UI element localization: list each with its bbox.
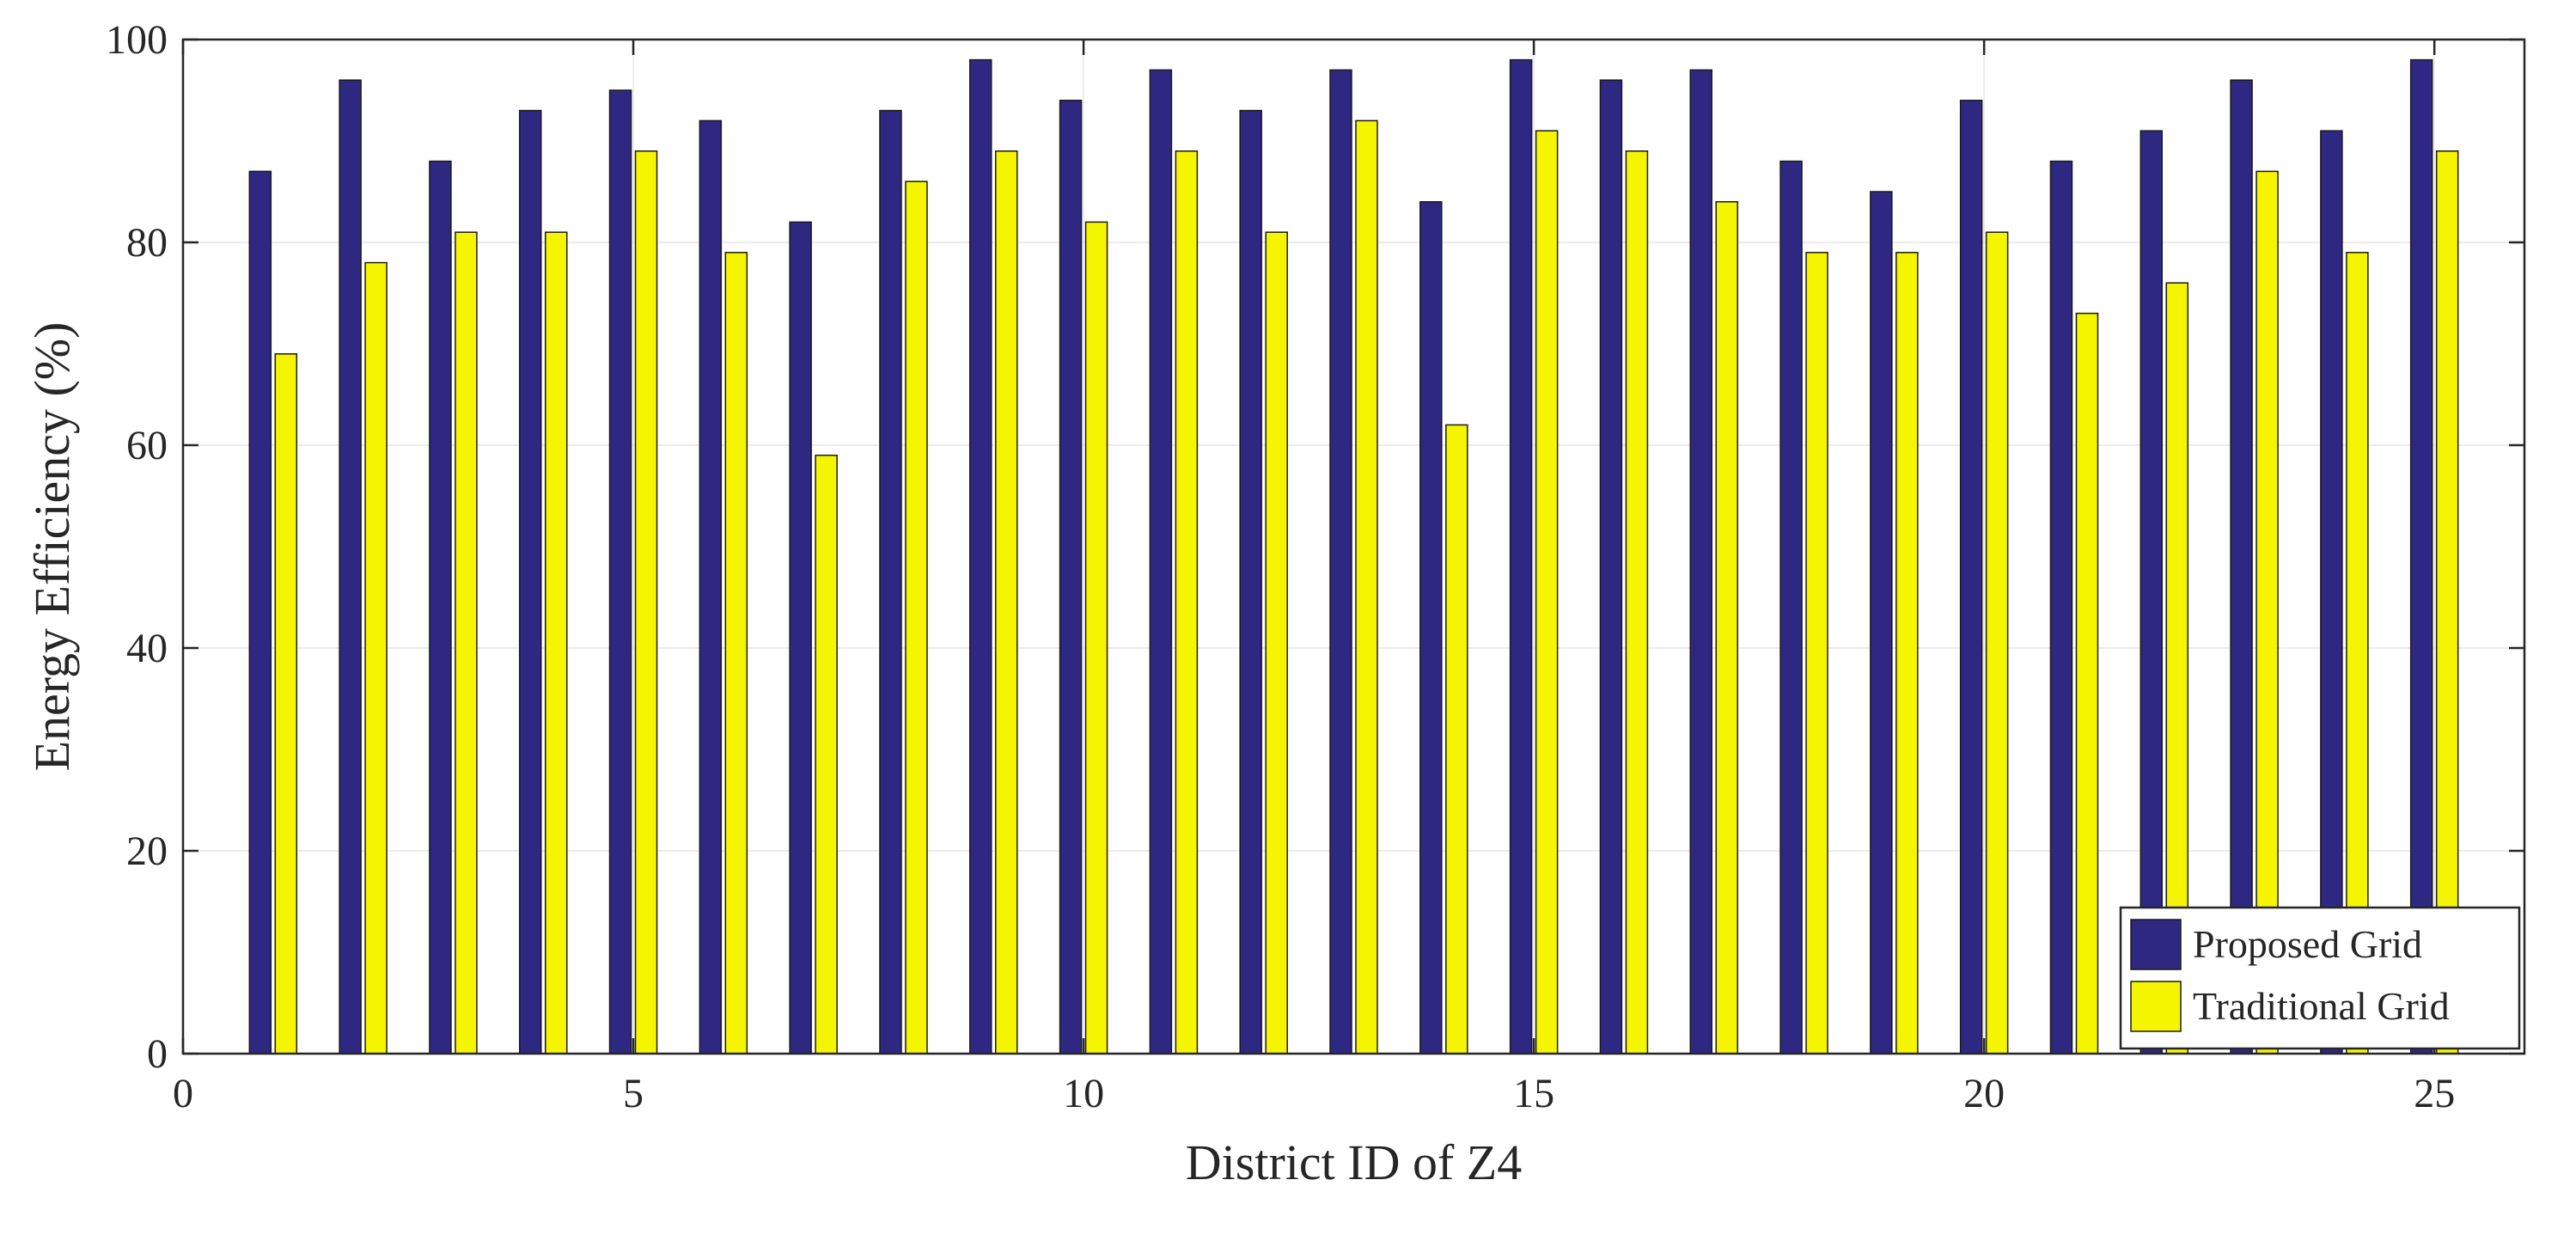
x-tick-label: 0 (173, 1071, 193, 1116)
legend-swatch (2130, 919, 2182, 970)
y-tick-label: 0 (147, 1031, 168, 1077)
proposed-grid-bar (339, 79, 362, 1055)
grid-lines (183, 40, 2524, 1054)
traditional-grid-bar (2435, 150, 2459, 1055)
proposed-grid-bar (248, 170, 272, 1055)
y-tick-label: 40 (126, 626, 168, 671)
proposed-grid-bar (969, 58, 992, 1055)
proposed-grid-bar (789, 221, 812, 1055)
traditional-grid-bar (455, 231, 478, 1055)
traditional-grid-bar (1715, 201, 1738, 1055)
traditional-grid-bar (1535, 130, 1559, 1055)
bars (248, 58, 2459, 1055)
traditional-grid-bar (544, 231, 568, 1055)
proposed-grid-bar (1239, 109, 1262, 1055)
traditional-grid-bar (905, 180, 928, 1055)
legend-swatch (2130, 981, 2182, 1032)
legend: Proposed Grid Traditional Grid (2119, 906, 2521, 1050)
x-tick-label: 10 (1063, 1071, 1104, 1116)
traditional-grid-bar (815, 455, 838, 1055)
proposed-grid-bar (2409, 58, 2433, 1055)
traditional-grid-bar (1265, 231, 1288, 1055)
traditional-grid-bar (2075, 312, 2099, 1055)
traditional-grid-bar (1355, 119, 1378, 1055)
proposed-grid-bar (518, 109, 542, 1055)
proposed-grid-bar (1599, 79, 1623, 1055)
legend-label: Proposed Grid (2193, 922, 2422, 966)
x-tick-label: 20 (1963, 1071, 2005, 1116)
plot-frame (181, 38, 2526, 1055)
proposed-grid-bar (1059, 100, 1083, 1055)
proposed-grid-bar (1509, 58, 1533, 1055)
proposed-grid-bar (608, 89, 632, 1055)
legend-label: Traditional Grid (2193, 984, 2450, 1028)
proposed-grid-bar (1689, 69, 1712, 1055)
y-tick-label: 20 (126, 828, 168, 874)
y-tick-label: 100 (106, 17, 168, 63)
traditional-grid-bar (1084, 221, 1108, 1055)
proposed-grid-bar (2140, 130, 2164, 1055)
traditional-grid-bar (1895, 252, 1919, 1055)
legend-box (2119, 906, 2521, 1050)
proposed-grid-bar (1329, 69, 1352, 1055)
x-axis-title: District ID of Z4 (1186, 1134, 1522, 1190)
proposed-grid-bar (1959, 100, 1983, 1055)
traditional-grid-bar (1625, 150, 1649, 1055)
proposed-grid-bar (429, 160, 452, 1055)
traditional-grid-bar (724, 252, 748, 1055)
proposed-grid-bar (2049, 160, 2073, 1055)
proposed-grid-bar (1870, 191, 1893, 1055)
traditional-grid-bar (1985, 231, 2009, 1055)
y-axis-title: Energy Efficiency (%) (24, 322, 80, 772)
x-tick-label: 15 (1513, 1071, 1554, 1116)
proposed-grid-bar (879, 109, 902, 1055)
traditional-grid-bar (995, 150, 1018, 1055)
traditional-grid-bar (1175, 150, 1199, 1055)
traditional-grid-bar (1805, 252, 1828, 1055)
x-tick-label: 25 (2414, 1071, 2455, 1116)
traditional-grid-bar (274, 353, 298, 1055)
traditional-grid-bar (1445, 424, 1468, 1055)
proposed-grid-bar (699, 119, 723, 1055)
y-tick-label: 60 (126, 423, 168, 468)
x-tick-label: 5 (623, 1071, 644, 1116)
y-tick-label: 80 (126, 220, 168, 266)
axis-ticks: 0 20 40 60 80 100 0 5 10 15 20 25 (106, 17, 2524, 1116)
traditional-grid-bar (364, 261, 388, 1055)
proposed-grid-bar (1419, 201, 1443, 1055)
proposed-grid-bar (1149, 69, 1173, 1055)
proposed-grid-bar (1779, 160, 1803, 1055)
traditional-grid-bar (634, 150, 658, 1055)
